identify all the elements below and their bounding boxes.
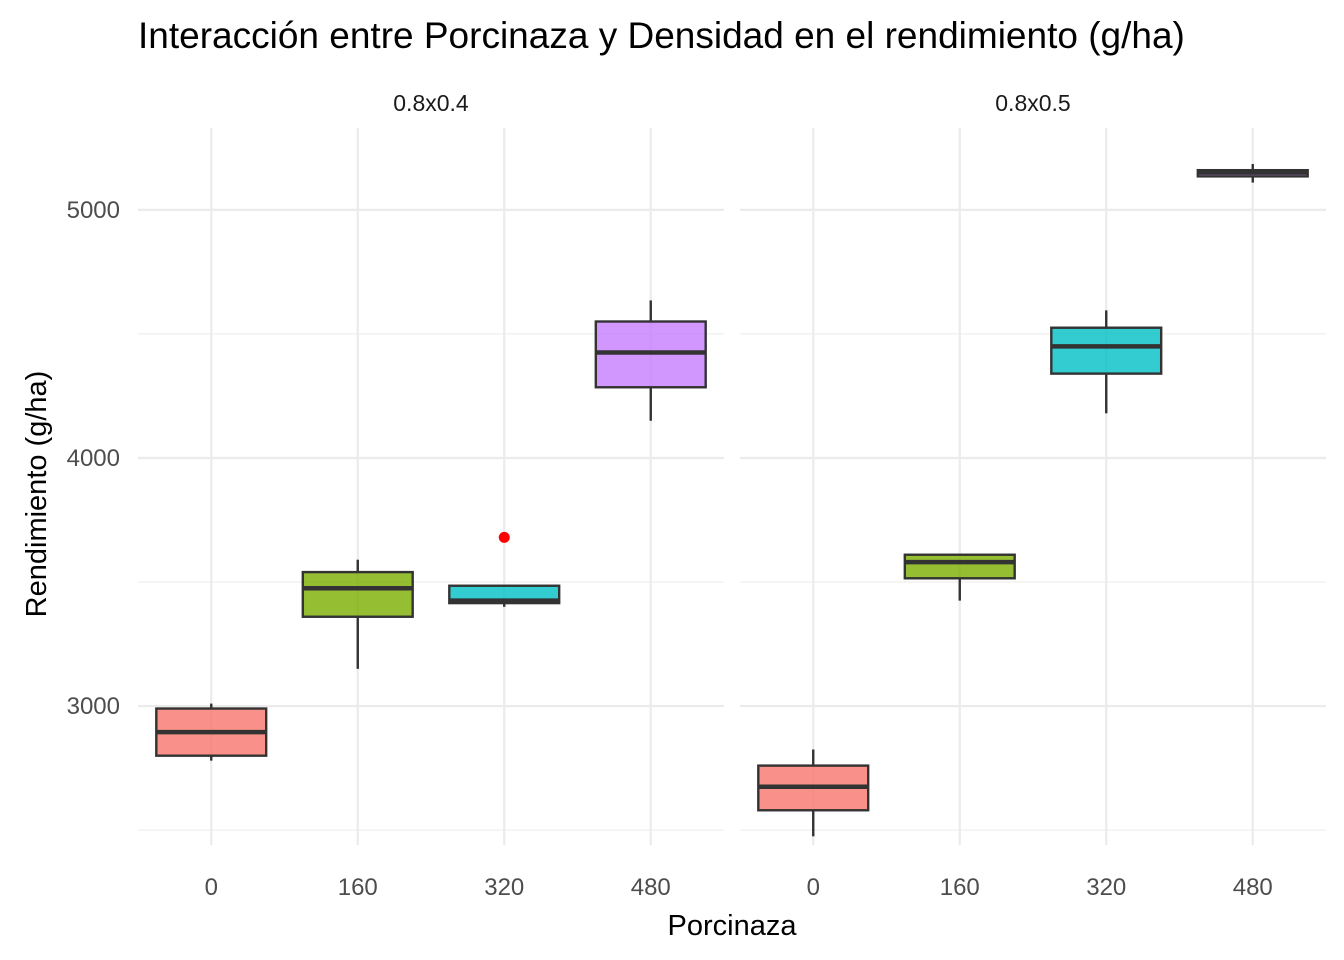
box-body [301, 570, 414, 618]
box-body [903, 553, 1016, 580]
x-tick-label: 480 [1233, 874, 1273, 901]
box-body [1050, 326, 1163, 375]
facet-panel: 0.8x0.5 0 160 320 480 [740, 90, 1326, 901]
box-480 [1196, 163, 1309, 183]
box-480 [594, 300, 707, 421]
box-160 [903, 553, 1016, 601]
y-tick-label: 3000 [67, 693, 120, 720]
y-tick-label: 4000 [67, 445, 120, 472]
facet-strip-label: 0.8x0.5 [995, 90, 1070, 116]
facet-panel: 0.8x0.4 0 160 320 480 [138, 90, 724, 901]
box-0 [757, 749, 870, 837]
x-tick-label: 480 [631, 874, 671, 901]
x-tick-label: 160 [940, 874, 980, 901]
x-tick-label: 0 [807, 874, 820, 901]
box-320 [448, 531, 561, 607]
chart-title: Interacción entre Porcinaza y Densidad e… [138, 15, 1185, 56]
outlier-point [498, 531, 510, 543]
box-160 [301, 559, 414, 669]
y-tick-label: 5000 [67, 197, 120, 224]
y-axis-label: Rendimiento (g/ha) [21, 371, 53, 618]
facet-strip-label: 0.8x0.4 [393, 90, 469, 116]
x-tick-label: 320 [1086, 874, 1126, 901]
x-tick-label: 0 [205, 874, 218, 901]
x-tick-label: 160 [338, 874, 378, 901]
x-axis-label: Porcinaza [668, 910, 798, 942]
box-0 [155, 703, 268, 761]
x-tick-label: 320 [484, 874, 524, 901]
facet-panels: 3000 4000 5000 0.8x0.4 0 160 320 480 0.8x0.5 0 160… [67, 90, 1326, 901]
box-320 [1050, 310, 1163, 414]
